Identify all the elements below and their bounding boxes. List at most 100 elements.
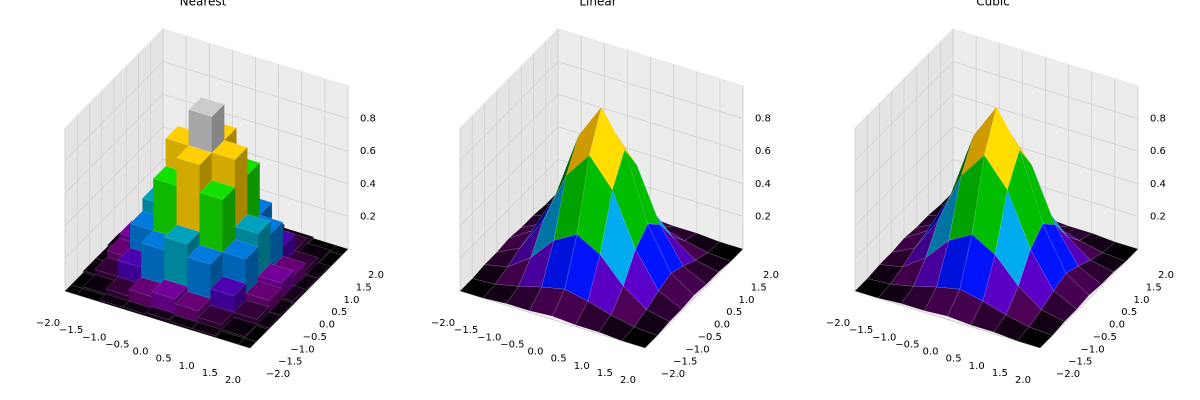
y-tick-label: −2.0 (661, 369, 685, 380)
y-tick-label: 2.0 (763, 270, 779, 281)
x-tick-label: 2.0 (620, 375, 636, 386)
y-tick-label: 1.5 (751, 282, 767, 293)
grid-line (459, 93, 559, 194)
surface-face (1041, 290, 1078, 322)
y-tick-label: −1.0 (1080, 344, 1104, 355)
y-tick-label: −0.5 (303, 332, 327, 343)
y-tick-label: 0.0 (319, 320, 335, 331)
grid-line (854, 61, 954, 161)
subplot: Nearest−2.0−1.5−1.0−0.50.00.51.01.52.0−2… (36, 0, 384, 386)
x-tick-label: −1.5 (454, 325, 478, 336)
grid-line (854, 93, 954, 194)
z-tick-label: 0.8 (1150, 114, 1166, 125)
grid-line (952, 61, 1139, 119)
x-tick-label: 0.5 (551, 354, 567, 365)
x-tick-label: 0.5 (946, 354, 962, 365)
y-tick-label: 1.0 (1134, 295, 1150, 306)
y-tick-label: −1.0 (685, 344, 709, 355)
surface-face (238, 338, 257, 349)
z-tick-label: 0.8 (360, 114, 376, 125)
x-tick-label: −1.5 (59, 325, 83, 336)
y-tick-label: −1.5 (278, 357, 302, 368)
chart-title: Cubic (976, 0, 1010, 9)
grid-line (162, 61, 349, 119)
y-tick-label: 1.0 (344, 295, 360, 306)
surface-face (234, 213, 271, 234)
x-tick-label: 1.0 (574, 361, 590, 372)
y-tick-label: −2.0 (266, 369, 290, 380)
y-tick-label: −0.5 (698, 332, 722, 343)
x-tick-label: 1.5 (597, 368, 613, 379)
y-tick-label: 2.0 (368, 270, 384, 281)
y-tick-label: 1.0 (739, 295, 755, 306)
grid-line (459, 61, 559, 161)
x-tick-label: 0.5 (156, 354, 172, 365)
x-tick-label: 1.0 (969, 361, 985, 372)
grid-line (854, 290, 1041, 349)
x-tick-label: −0.5 (895, 339, 919, 350)
x-tick-label: −2.0 (36, 318, 60, 329)
grid-line (64, 61, 164, 161)
z-tick-label: 0.6 (360, 146, 376, 157)
y-tick-label: −1.5 (1068, 357, 1092, 368)
z-tick-label: 0.4 (755, 179, 771, 190)
y-tick-label: 0.0 (714, 320, 730, 331)
z-tick-label: 0.6 (1150, 146, 1166, 157)
surface-face (188, 97, 225, 118)
x-tick-label: 0.0 (133, 347, 149, 358)
y-tick-label: 1.5 (356, 282, 372, 293)
grid-line (952, 93, 1139, 152)
z-tick-label: 0.2 (1150, 211, 1166, 222)
x-tick-label: 1.5 (202, 368, 218, 379)
surface-face (1016, 326, 1053, 349)
y-tick-label: 0.5 (726, 307, 742, 318)
surface-face (280, 285, 306, 302)
subplot: Linear−2.0−1.5−1.0−0.50.00.51.01.52.0−2.… (431, 0, 779, 386)
y-tick-label: −1.0 (290, 344, 314, 355)
y-tick-label: −2.0 (1056, 369, 1080, 380)
x-tick-label: −2.0 (431, 318, 455, 329)
grid-line (64, 93, 164, 194)
x-tick-label: 0.0 (923, 347, 939, 358)
surface-face (1089, 252, 1127, 273)
surface-face (210, 276, 247, 297)
x-tick-label: 2.0 (1015, 375, 1031, 386)
surface-face (233, 299, 270, 320)
x-tick-label: −1.5 (849, 325, 873, 336)
chart-title: Nearest (180, 0, 227, 9)
grid-line (557, 93, 744, 152)
z-tick-label: 0.4 (360, 179, 376, 190)
z-tick-label: 0.8 (755, 114, 771, 125)
surface-face (257, 263, 294, 284)
x-tick-label: −0.5 (105, 339, 129, 350)
chart-title: Linear (579, 0, 616, 9)
surface-face (245, 280, 282, 301)
z-tick-label: 0.2 (755, 211, 771, 222)
z-tick-label: 0.2 (360, 211, 376, 222)
grid-line (557, 61, 744, 119)
grid-line (854, 159, 954, 259)
x-tick-label: −2.0 (826, 318, 850, 329)
z-tick-label: 0.4 (1150, 179, 1166, 190)
y-tick-label: 0.0 (1109, 320, 1125, 331)
surface-face (222, 239, 259, 260)
grid-line (64, 126, 164, 227)
surface-face (211, 139, 248, 160)
subplot: Cubic−2.0−1.5−1.0−0.50.00.51.01.52.0−2.0… (826, 0, 1174, 386)
surface-face (1065, 265, 1102, 296)
x-tick-label: −0.5 (500, 339, 524, 350)
surface-face (256, 311, 281, 329)
y-tick-label: 0.5 (331, 307, 347, 318)
grid-line (64, 159, 164, 259)
x-tick-label: −1.0 (477, 332, 501, 343)
y-tick-label: 2.0 (1158, 270, 1174, 281)
x-tick-label: −1.0 (82, 332, 106, 343)
surface-face (199, 180, 236, 201)
z-tick-label: 0.6 (755, 146, 771, 157)
grid-line (459, 159, 559, 259)
x-tick-label: 1.0 (179, 361, 195, 372)
y-tick-label: 0.5 (1121, 307, 1137, 318)
y-tick-label: −1.5 (673, 357, 697, 368)
x-tick-label: 2.0 (225, 375, 241, 386)
